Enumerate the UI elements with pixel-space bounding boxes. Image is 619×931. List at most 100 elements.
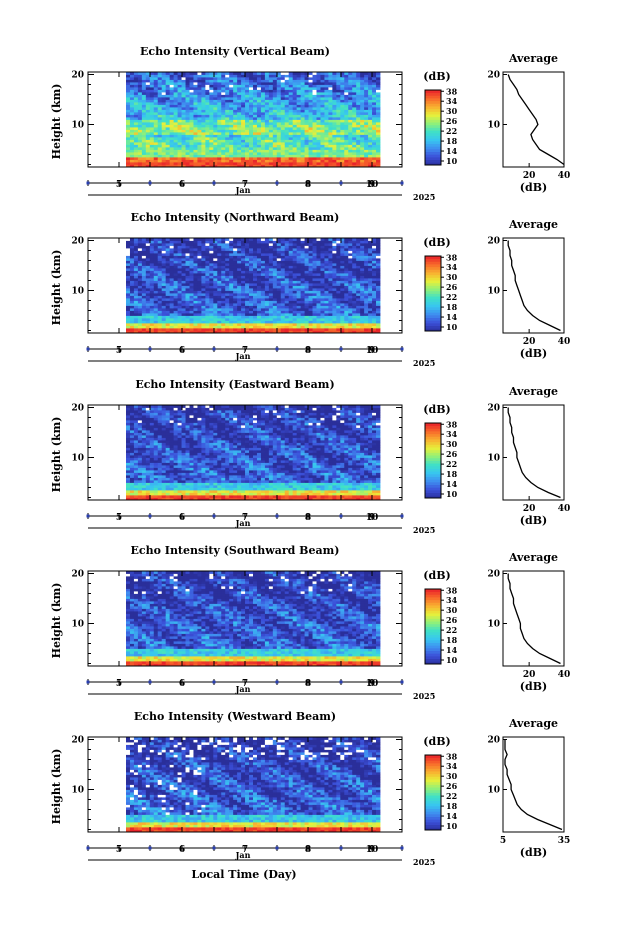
- heatmap-cell: [284, 89, 290, 93]
- heatmap-cell: [149, 265, 155, 269]
- heatmap-cell: [368, 290, 373, 294]
- heatmap-cell: [340, 159, 345, 163]
- heatmap-cell: [336, 318, 341, 321]
- heatmap-cell: [264, 114, 270, 118]
- heatmap-cell: [260, 122, 266, 125]
- heatmap-cell: [312, 325, 317, 329]
- heatmap-cell: [356, 102, 361, 105]
- heatmap-cell: [348, 99, 353, 103]
- heatmap-cell: [260, 124, 266, 128]
- heatmap-cell: [368, 243, 373, 246]
- heatmap-cell: [157, 310, 163, 314]
- heatmap-cell: [280, 164, 286, 168]
- heatmap-cell: [137, 162, 143, 165]
- heatmap-cell: [340, 79, 345, 83]
- heatmap-cell: [126, 72, 131, 75]
- heatmap-cell: [126, 265, 131, 269]
- heatmap-cell: [280, 250, 286, 254]
- heatmap-cell: [141, 270, 147, 274]
- heatmap-cell: [372, 162, 377, 165]
- heatmap-cell: [221, 280, 226, 284]
- heatmap-cell: [157, 318, 163, 321]
- heatmap-cell: [324, 273, 329, 276]
- heatmap-cell: [348, 144, 353, 148]
- heatmap-cell: [213, 134, 218, 138]
- heatmap-cell: [173, 308, 178, 311]
- heatmap-cell: [225, 288, 230, 291]
- heatmap-cell: [129, 298, 135, 301]
- heatmap-cell: [133, 243, 139, 246]
- heatmap-cell: [324, 157, 329, 160]
- heatmap-cell: [249, 127, 254, 130]
- year-label: 2025: [413, 192, 435, 202]
- heatmap-cell: [217, 238, 222, 241]
- heatmap-cell: [352, 290, 357, 294]
- heatmap-cell: [169, 159, 175, 163]
- heatmap-cell: [268, 258, 274, 261]
- heatmap-cell: [133, 72, 139, 75]
- colorbar-segment: [425, 130, 441, 134]
- heatmap-cell: [360, 112, 365, 115]
- heatmap-cell: [280, 283, 286, 286]
- heatmap-cell: [189, 250, 194, 254]
- heatmap-cell: [348, 243, 353, 246]
- heatmap-cell: [348, 248, 353, 251]
- heatmap-cell: [368, 104, 373, 108]
- heatmap-cell: [352, 278, 357, 281]
- heatmap-cell: [256, 293, 262, 296]
- heatmap-cell: [169, 129, 175, 133]
- heatmap-cell: [296, 87, 302, 90]
- heatmap-cell: [272, 298, 278, 301]
- heatmap-cell: [213, 99, 218, 103]
- heatmap-cell: [185, 290, 190, 294]
- heatmap-cell: [245, 253, 250, 256]
- heatmap-cell: [141, 154, 147, 158]
- heatmap-cell: [237, 137, 242, 140]
- heatmap-cell: [332, 275, 337, 279]
- heatmap-cell: [324, 87, 329, 90]
- heatmap-cell: [161, 77, 167, 80]
- heatmap-cell: [185, 288, 190, 291]
- heatmap-cell: [332, 245, 337, 249]
- heatmap-cell: [233, 74, 238, 78]
- heatmap-cell: [169, 94, 175, 98]
- heatmap-cell: [320, 283, 325, 286]
- heatmap-cell: [213, 323, 218, 326]
- heatmap-cell: [169, 255, 175, 259]
- heatmap-cell: [217, 74, 222, 78]
- heatmap-cell: [296, 114, 302, 118]
- heatmap-cell: [233, 278, 238, 281]
- heatmap-cell: [213, 114, 218, 118]
- heatmap-cell: [165, 275, 171, 279]
- heatmap-cell: [217, 278, 222, 281]
- heatmap-cell: [352, 258, 357, 261]
- heatmap-cell: [201, 162, 206, 165]
- heatmap-cell: [185, 127, 190, 130]
- heatmap-cell: [157, 270, 163, 274]
- heatmap-cell: [177, 122, 182, 125]
- heatmap-cell: [376, 283, 381, 286]
- heatmap-cell: [241, 74, 246, 78]
- heatmap-cell: [213, 79, 218, 83]
- heatmap-cell: [276, 300, 282, 304]
- heatmap-cell: [288, 325, 294, 329]
- heatmap-cell: [253, 112, 258, 115]
- heatmap-cell: [245, 119, 250, 123]
- heatmap-cell: [312, 298, 317, 301]
- heatmap-cell: [145, 84, 151, 88]
- heatmap-cell: [153, 308, 159, 311]
- heatmap-cell: [173, 328, 178, 331]
- heatmap-cell: [268, 152, 274, 155]
- heatmap-cell: [129, 132, 135, 135]
- heatmap-cell: [356, 238, 361, 241]
- heatmap-cell: [324, 107, 329, 110]
- heatmap-cell: [249, 303, 254, 306]
- heatmap-cell: [316, 127, 321, 130]
- heatmap-cell: [348, 278, 353, 281]
- heatmap-cell: [284, 285, 290, 289]
- heatmap-cell: [260, 298, 266, 301]
- heatmap-cell: [256, 74, 262, 78]
- heatmap-cell: [364, 268, 369, 271]
- heatmap-cell: [245, 79, 250, 83]
